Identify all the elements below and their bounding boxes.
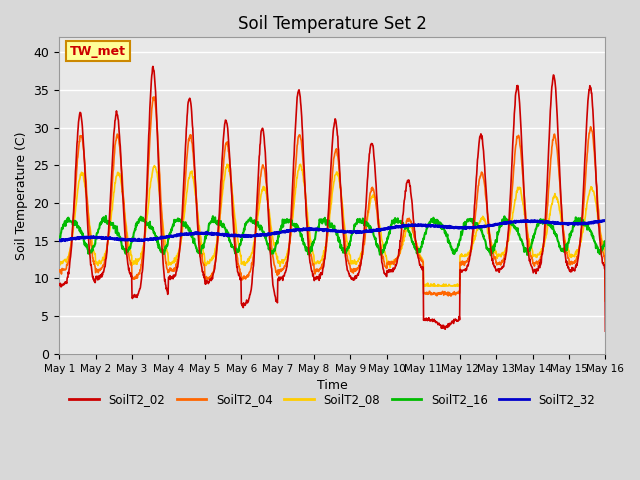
SoilT2_04 (55, 268, 63, 274)
SoilT2_02 (177, 230, 185, 236)
SoilT2_08 (177, 241, 184, 247)
SoilT2_08 (417, 255, 425, 261)
SoilT2_32 (177, 232, 185, 238)
SoilT2_04 (238, 276, 246, 281)
SoilT2_04 (150, 94, 158, 100)
SoilT2_16 (487, 252, 495, 258)
SoilT2_16 (164, 241, 172, 247)
Line: SoilT2_08: SoilT2_08 (59, 164, 605, 286)
Line: SoilT2_16: SoilT2_16 (59, 216, 605, 255)
SoilT2_16 (538, 217, 545, 223)
SoilT2_02 (164, 291, 172, 297)
SoilT2_16 (417, 244, 425, 250)
SoilT2_04 (489, 248, 497, 254)
SoilT2_04 (164, 267, 172, 273)
SoilT2_32 (538, 219, 545, 225)
Line: SoilT2_02: SoilT2_02 (59, 66, 605, 331)
SoilT2_04 (602, 298, 609, 304)
SoilT2_08 (238, 260, 246, 266)
SoilT2_32 (55, 238, 63, 243)
Text: TW_met: TW_met (70, 45, 126, 58)
SoilT2_08 (489, 245, 497, 251)
SoilT2_16 (102, 213, 109, 219)
SoilT2_08 (297, 161, 305, 167)
Legend: SoilT2_02, SoilT2_04, SoilT2_08, SoilT2_16, SoilT2_32: SoilT2_02, SoilT2_04, SoilT2_08, SoilT2_… (65, 389, 600, 411)
SoilT2_32 (238, 233, 246, 239)
SoilT2_02 (489, 256, 497, 262)
SoilT2_32 (164, 234, 172, 240)
SoilT2_16 (602, 240, 609, 245)
SoilT2_08 (538, 249, 545, 254)
SoilT2_02 (602, 328, 609, 334)
SoilT2_08 (163, 250, 171, 255)
SoilT2_32 (531, 217, 538, 223)
SoilT2_04 (537, 253, 545, 259)
SoilT2_32 (57, 238, 65, 244)
SoilT2_02 (238, 303, 246, 309)
SoilT2_04 (417, 258, 425, 264)
Line: SoilT2_32: SoilT2_32 (59, 220, 605, 241)
SoilT2_02 (149, 63, 157, 69)
SoilT2_16 (55, 237, 63, 242)
SoilT2_08 (602, 283, 609, 289)
SoilT2_16 (177, 219, 185, 225)
Y-axis label: Soil Temperature (C): Soil Temperature (C) (15, 132, 28, 260)
Line: SoilT2_04: SoilT2_04 (59, 97, 605, 301)
SoilT2_02 (55, 281, 63, 287)
SoilT2_08 (420, 283, 428, 289)
SoilT2_08 (55, 261, 63, 267)
SoilT2_32 (417, 222, 425, 228)
SoilT2_04 (177, 235, 185, 241)
SoilT2_16 (238, 234, 246, 240)
SoilT2_02 (417, 264, 425, 270)
Title: Soil Temperature Set 2: Soil Temperature Set 2 (238, 15, 427, 33)
SoilT2_32 (602, 218, 609, 224)
X-axis label: Time: Time (317, 379, 348, 392)
SoilT2_32 (489, 222, 497, 228)
SoilT2_02 (537, 257, 545, 263)
SoilT2_16 (489, 249, 497, 254)
